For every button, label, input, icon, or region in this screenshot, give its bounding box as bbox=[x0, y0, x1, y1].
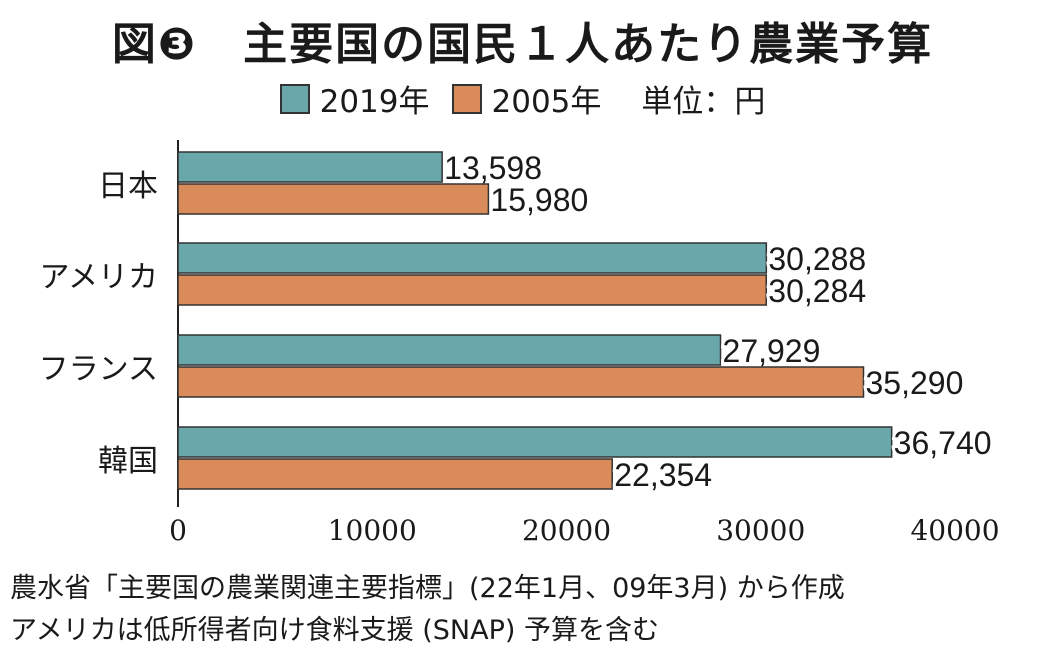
bar-2019 bbox=[177, 426, 893, 458]
data-label-2019: 27,929 bbox=[723, 333, 821, 369]
bar-2019 bbox=[177, 242, 768, 274]
bar-2019 bbox=[177, 151, 443, 183]
legend-label-2005: 2005年 bbox=[491, 84, 602, 120]
data-label-2019: 30,288 bbox=[768, 241, 866, 277]
legend: 2019年 2005年 単位：円 bbox=[0, 76, 1045, 121]
x-tick-label: 30000 bbox=[716, 514, 805, 547]
category-label: フランス bbox=[39, 352, 158, 387]
x-tick-label: 40000 bbox=[910, 514, 999, 547]
legend-item-2019: 2019年 bbox=[279, 76, 430, 121]
legend-swatch-2005 bbox=[451, 83, 482, 114]
category-label: 日本 bbox=[98, 169, 158, 204]
bar-2005 bbox=[177, 183, 490, 215]
legend-swatch-2019 bbox=[279, 83, 310, 114]
data-label-2019: 13,598 bbox=[444, 150, 542, 186]
category-label: アメリカ bbox=[40, 260, 159, 295]
data-label-2005: 35,290 bbox=[866, 365, 964, 401]
x-tick-label: 0 bbox=[169, 514, 187, 547]
x-tick-label: 20000 bbox=[522, 514, 611, 547]
bar-2005 bbox=[177, 366, 865, 398]
data-label-2005: 22,354 bbox=[614, 457, 712, 493]
x-tick-label: 10000 bbox=[328, 514, 417, 547]
bar-2019 bbox=[177, 334, 722, 366]
chart-title: 図❸ 主要国の国民１人あたり農業予算 bbox=[111, 19, 934, 70]
unit-label: 単位：円 bbox=[641, 84, 766, 120]
data-label-2019: 36,740 bbox=[894, 425, 992, 461]
footnote: アメリカは低所得者向け食料支援 (SNAP) 予算を含む bbox=[10, 615, 659, 646]
category-label: 韓国 bbox=[98, 444, 158, 479]
data-label-2005: 30,284 bbox=[768, 273, 866, 309]
bar-2005 bbox=[177, 274, 768, 306]
legend-label-2019: 2019年 bbox=[319, 84, 430, 120]
legend-item-2005: 2005年 bbox=[451, 76, 602, 121]
data-label-2005: 15,980 bbox=[490, 182, 588, 218]
bar-2005 bbox=[177, 458, 613, 490]
source-note: 農水省「主要国の農業関連主要指標」(22年1月、09年3月) から作成 bbox=[10, 573, 845, 604]
